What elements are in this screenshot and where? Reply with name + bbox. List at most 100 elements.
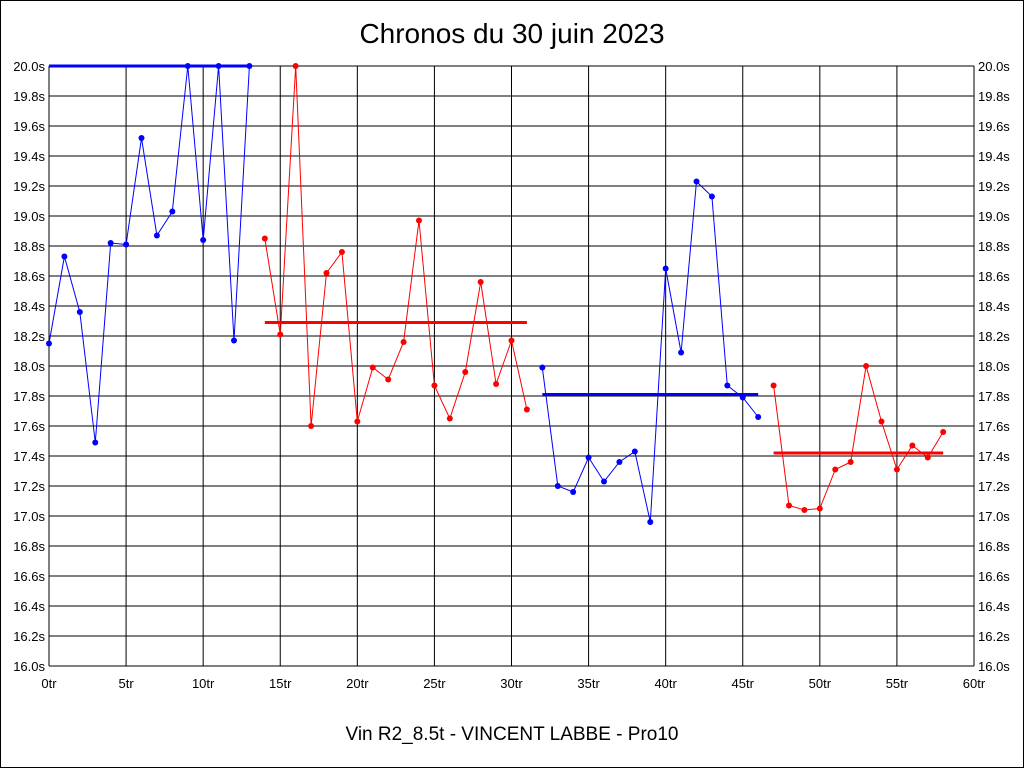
y-tick-label-left: 18.6s [13, 269, 45, 284]
series-line [264, 65, 528, 427]
x-tick-label: 5tr [118, 676, 134, 691]
data-point [940, 429, 947, 435]
data-point [570, 489, 577, 495]
data-point [801, 507, 808, 513]
data-point [616, 459, 623, 465]
data-point [863, 363, 870, 369]
data-point [323, 270, 330, 276]
y-tick-label-right: 17.6s [978, 419, 1010, 434]
data-point [76, 309, 83, 315]
data-point [92, 439, 99, 446]
data-point [462, 369, 469, 375]
y-tick-label-left: 18.0s [13, 359, 45, 374]
x-tick-label: 20tr [346, 676, 369, 691]
data-point [200, 237, 207, 243]
x-tick-label: 10tr [192, 676, 215, 691]
data-point [878, 418, 885, 425]
y-tick-label-right: 16.4s [978, 599, 1010, 614]
y-tick-label-left: 19.6s [13, 119, 45, 134]
data-point [816, 505, 823, 512]
y-tick-label-left: 17.8s [13, 389, 45, 404]
y-tick-label-right: 19.0s [978, 209, 1010, 224]
data-point [385, 376, 392, 383]
y-tick-label-right: 16.0s [978, 659, 1010, 674]
y-tick-label-left: 16.4s [13, 599, 45, 614]
data-point [539, 364, 546, 371]
data-point [400, 339, 407, 345]
data-point [123, 241, 130, 248]
data-point [508, 337, 515, 344]
y-tick-label-left: 18.8s [13, 239, 45, 254]
y-tick-label-right: 17.2s [978, 479, 1010, 494]
y-tick-label-left: 19.0s [13, 209, 45, 224]
data-point [416, 217, 422, 224]
data-point [601, 478, 607, 485]
data-point [477, 279, 484, 285]
data-point [493, 381, 500, 387]
data-point [277, 331, 284, 338]
x-tick-label: 25tr [423, 676, 446, 691]
x-tick-label: 0tr [41, 676, 57, 691]
y-tick-label-left: 16.0s [13, 659, 45, 674]
x-tick-label: 60tr [963, 676, 986, 691]
x-tick-label: 40tr [654, 676, 677, 691]
y-tick-label-left: 16.8s [13, 539, 45, 554]
data-point [909, 442, 916, 449]
y-tick-label-left: 20.0s [13, 59, 45, 74]
data-point [107, 240, 114, 246]
data-point [215, 63, 222, 69]
data-point [755, 414, 762, 420]
data-point [261, 235, 268, 242]
y-tick-label-right: 16.2s [978, 629, 1010, 644]
x-tick-label: 35tr [577, 676, 600, 691]
y-tick-label-left: 19.8s [13, 89, 45, 104]
x-tick-label: 55tr [886, 676, 909, 691]
data-point [46, 340, 52, 347]
y-tick-label-left: 17.2s [13, 479, 45, 494]
y-tick-label-right: 19.2s [978, 179, 1010, 194]
data-point [847, 459, 854, 465]
data-point [924, 454, 931, 461]
x-tick-label: 15tr [269, 676, 292, 691]
data-point [647, 519, 654, 525]
gridlines [48, 65, 975, 667]
data-point [770, 382, 777, 389]
data-point [693, 178, 700, 185]
data-point [446, 415, 453, 422]
series-lines [46, 63, 947, 525]
y-tick-label-left: 17.0s [13, 509, 45, 524]
data-point [523, 406, 530, 413]
data-point [786, 502, 792, 509]
data-point [431, 382, 438, 389]
y-tick-label-left: 19.4s [13, 149, 45, 164]
y-tick-label-right: 18.4s [978, 299, 1010, 314]
average-lines [49, 64, 944, 455]
y-tick-label-right: 19.4s [978, 149, 1010, 164]
y-tick-label-right: 18.8s [978, 239, 1010, 254]
series-line [541, 180, 759, 523]
y-tick-label-right: 18.6s [978, 269, 1010, 284]
y-tick-label-left: 19.2s [13, 179, 45, 194]
y-tick-label-right: 20.0s [978, 59, 1010, 74]
y-tick-label-right: 16.6s [978, 569, 1010, 584]
y-tick-label-right: 17.8s [978, 389, 1010, 404]
data-point [662, 265, 669, 272]
series-line [48, 65, 250, 443]
y-tick-label-left: 17.4s [13, 449, 45, 464]
y-tick-label-left: 16.6s [13, 569, 45, 584]
x-tick-label: 45tr [732, 676, 755, 691]
data-point [893, 466, 900, 473]
data-point [832, 466, 839, 473]
data-point [308, 423, 315, 429]
data-point [739, 394, 746, 401]
y-tick-label-left: 16.2s [13, 629, 45, 644]
y-tick-label-right: 18.2s [978, 329, 1010, 344]
y-tick-label-left: 18.4s [13, 299, 45, 314]
y-tick-label-left: 17.6s [13, 419, 45, 434]
y-tick-label-right: 18.0s [978, 359, 1010, 374]
chart-title: Chronos du 30 juin 2023 [359, 18, 665, 49]
data-point [169, 208, 176, 215]
data-point [292, 63, 299, 69]
data-point [138, 135, 145, 141]
data-point [184, 63, 191, 69]
